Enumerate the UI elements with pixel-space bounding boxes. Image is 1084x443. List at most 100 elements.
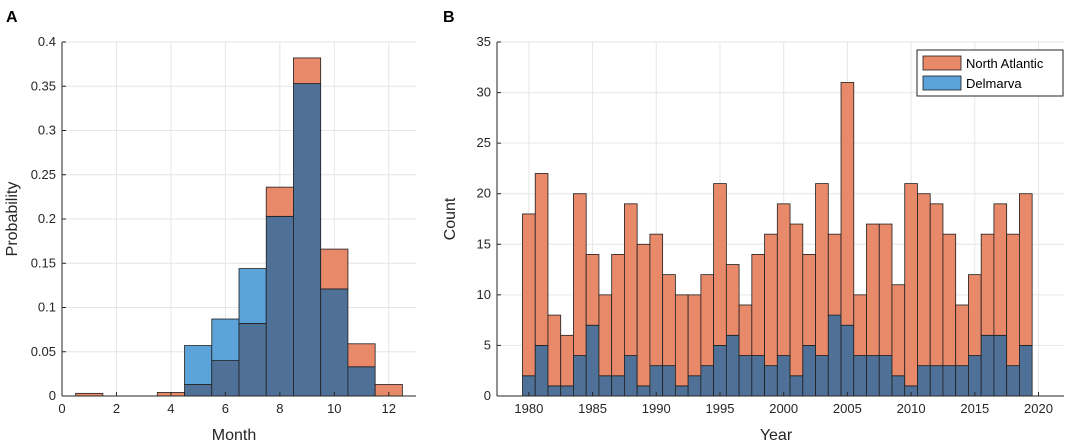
- bar-overlap-2002: [802, 345, 816, 397]
- bar-north-atlantic-2012: [929, 203, 944, 367]
- bar-north-atlantic-2002: [802, 253, 816, 346]
- y-tick-label: 0.3: [38, 123, 56, 138]
- bar-north-atlantic-1988: [624, 203, 638, 356]
- bar-north-atlantic-2003: [815, 183, 829, 356]
- y-tick-label: 0.25: [31, 167, 56, 182]
- bar-north-atlantic-2016: [980, 233, 995, 336]
- bar-north-atlantic-1990: [649, 233, 664, 367]
- bar-overlap-7: [238, 323, 267, 397]
- bar-north-atlantic-2005: [840, 82, 855, 326]
- bar-delmarva-6: [211, 318, 240, 362]
- x-tick-label: 2000: [769, 401, 798, 416]
- bar-north-atlantic-1981: [534, 173, 549, 346]
- legend-swatch-north-atlantic: [922, 55, 962, 71]
- bar-north-atlantic-2007: [866, 223, 880, 356]
- x-tick-label: 2005: [833, 401, 862, 416]
- x-tick-label: 6: [222, 401, 229, 416]
- bar-north-atlantic-2000: [776, 203, 791, 356]
- bar-north-atlantic-1994: [700, 274, 715, 367]
- bar-overlap-2018: [1006, 365, 1020, 397]
- bar-overlap-2005: [840, 324, 855, 397]
- panel-b-xlabel: Year: [760, 427, 793, 443]
- bar-overlap-1998: [751, 355, 765, 397]
- bar-overlap-1996: [725, 334, 740, 397]
- bar-north-atlantic-11: [347, 343, 376, 368]
- bar-overlap-2013: [942, 365, 957, 397]
- bar-overlap-1995: [713, 345, 727, 397]
- bar-overlap-1987: [611, 375, 625, 397]
- bar-overlap-9: [293, 83, 322, 397]
- bar-overlap-2004: [827, 314, 842, 397]
- x-tick-label: 1995: [706, 401, 735, 416]
- bar-north-atlantic-1999: [764, 233, 778, 367]
- bar-overlap-1983: [560, 385, 574, 397]
- panel-a-ylabel: Probability: [4, 182, 21, 257]
- bar-north-atlantic-1998: [751, 253, 765, 356]
- bar-north-atlantic-2001: [789, 223, 804, 377]
- bar-overlap-1991: [662, 365, 676, 397]
- y-tick-label: 0: [484, 388, 491, 403]
- legend-label-north-atlantic: North Atlantic: [966, 56, 1044, 71]
- bar-overlap-11: [347, 366, 376, 397]
- bar-overlap-1997: [738, 355, 753, 397]
- bar-overlap-1985: [585, 324, 600, 397]
- bar-north-atlantic-1980: [522, 213, 536, 377]
- y-tick-label: 25: [477, 135, 491, 150]
- legend-swatch-delmarva: [922, 75, 962, 91]
- y-tick-label: 0.15: [31, 255, 56, 270]
- bar-north-atlantic-2013: [942, 233, 957, 367]
- y-tick-label: 35: [477, 34, 491, 49]
- legend: North Atlantic Delmarva: [916, 49, 1064, 97]
- panel-b-letter: B: [443, 9, 455, 26]
- y-tick-label: 0.05: [31, 344, 56, 359]
- bar-north-atlantic-2015: [968, 274, 982, 356]
- bar-overlap-6: [211, 360, 240, 397]
- x-tick-label: 2015: [960, 401, 989, 416]
- bar-north-atlantic-8: [265, 186, 294, 217]
- y-tick-label: 0: [49, 388, 56, 403]
- bar-overlap-2014: [955, 365, 969, 397]
- y-tick-label: 10: [477, 287, 491, 302]
- bar-north-atlantic-1993: [687, 294, 702, 377]
- y-tick-label: 0.2: [38, 211, 56, 226]
- bar-overlap-2015: [968, 355, 982, 397]
- x-tick-label: 12: [382, 401, 396, 416]
- bar-overlap-2011: [917, 365, 931, 397]
- bar-north-atlantic-2018: [1006, 233, 1020, 367]
- bar-north-atlantic-2010: [904, 183, 918, 387]
- bar-north-atlantic-1984: [573, 193, 587, 356]
- x-tick-label: 2: [113, 401, 120, 416]
- bar-overlap-2017: [993, 334, 1008, 397]
- bar-north-atlantic-1996: [725, 264, 740, 336]
- bar-overlap-2001: [789, 375, 804, 397]
- x-tick-label: 1985: [578, 401, 607, 416]
- bar-north-atlantic-2009: [891, 284, 906, 377]
- bar-overlap-10: [320, 288, 349, 397]
- bar-north-atlantic-1992: [674, 294, 689, 387]
- x-tick-label: 0: [58, 401, 65, 416]
- bar-overlap-1993: [687, 375, 702, 397]
- bar-north-atlantic-2014: [955, 304, 969, 367]
- y-tick-label: 5: [484, 337, 491, 352]
- x-tick-label: 10: [327, 401, 341, 416]
- y-tick-label: 15: [477, 236, 491, 251]
- bar-north-atlantic-10: [320, 248, 349, 290]
- bar-delmarva-5: [184, 345, 213, 385]
- bar-north-atlantic-1986: [598, 294, 613, 377]
- bar-north-atlantic-1991: [662, 274, 676, 367]
- y-tick-label: 0.1: [38, 300, 56, 315]
- bar-overlap-1988: [624, 355, 638, 397]
- x-tick-label: 4: [167, 401, 174, 416]
- y-tick-label: 30: [477, 85, 491, 100]
- bar-overlap-1981: [534, 345, 549, 397]
- bar-overlap-1986: [598, 375, 613, 397]
- bar-north-atlantic-1982: [547, 314, 562, 387]
- bar-north-atlantic-9: [293, 57, 322, 84]
- bar-overlap-1994: [700, 365, 715, 397]
- bar-overlap-5: [184, 384, 213, 397]
- bar-overlap-1989: [636, 385, 651, 397]
- panel-a-letter: A: [6, 9, 18, 26]
- bar-north-atlantic-1987: [611, 253, 625, 377]
- bar-north-atlantic-2004: [827, 233, 842, 316]
